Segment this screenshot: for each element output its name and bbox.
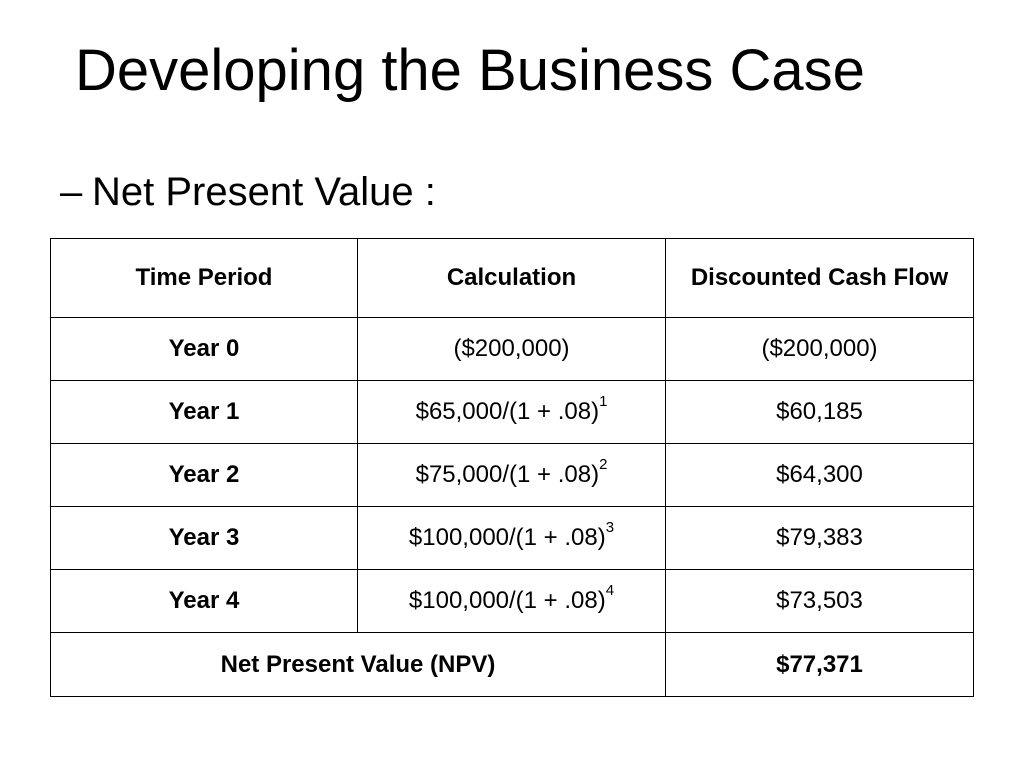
table-row: Year 2 $75,000/(1 + .08)2 $64,300: [50, 443, 974, 507]
npv-total-row: Net Present Value (NPV) $77,371: [50, 632, 974, 697]
table-row: Year 3 $100,000/(1 + .08)3 $79,383: [50, 506, 974, 570]
header-time-period: Time Period: [50, 238, 358, 318]
calculation-text: $65,000/(1 + .08): [415, 398, 600, 426]
calculation-exponent: 1: [599, 393, 608, 411]
header-calculation: Calculation: [357, 238, 666, 318]
discounted-cell: $60,185: [665, 380, 974, 444]
table-row: Year 4 $100,000/(1 + .08)4 $73,503: [50, 569, 974, 633]
calculation-text: ($200,000): [453, 335, 570, 363]
period-cell: Year 4: [50, 569, 358, 633]
calculation-exponent: 4: [605, 582, 615, 600]
calculation-exponent: 3: [605, 519, 615, 537]
period-cell: Year 1: [50, 380, 358, 444]
table-header-row: Time Period Calculation Discounted Cash …: [50, 238, 974, 318]
discounted-cell: ($200,000): [665, 317, 974, 381]
calculation-text: $100,000/(1 + .08): [408, 524, 606, 552]
npv-table: Time Period Calculation Discounted Cash …: [50, 238, 974, 697]
calculation-text: $100,000/(1 + .08): [408, 587, 606, 615]
bullet-dash: –: [60, 170, 83, 214]
npv-total-label: Net Present Value (NPV): [50, 632, 666, 697]
table-row: Year 1 $65,000/(1 + .08)1 $60,185: [50, 380, 974, 444]
calculation-exponent: 2: [599, 456, 608, 474]
period-cell: Year 0: [50, 317, 358, 381]
table-row: Year 0 ($200,000) ($200,000): [50, 317, 974, 381]
slide-title: Developing the Business Case: [75, 38, 865, 103]
header-discounted-cash-flow: Discounted Cash Flow: [665, 238, 974, 318]
discounted-cell: $79,383: [665, 506, 974, 570]
calculation-cell: $100,000/(1 + .08)4: [357, 569, 666, 633]
period-cell: Year 2: [50, 443, 358, 507]
bullet-text: Net Present Value :: [92, 170, 436, 214]
discounted-cell: $73,503: [665, 569, 974, 633]
discounted-cell: $64,300: [665, 443, 974, 507]
npv-total-value: $77,371: [665, 632, 974, 697]
calculation-cell: $75,000/(1 + .08)2: [357, 443, 666, 507]
bullet-item: – Net Present Value :: [60, 172, 436, 212]
calculation-cell: ($200,000): [357, 317, 666, 381]
calculation-cell: $65,000/(1 + .08)1: [357, 380, 666, 444]
calculation-cell: $100,000/(1 + .08)3: [357, 506, 666, 570]
calculation-text: $75,000/(1 + .08): [415, 461, 600, 489]
period-cell: Year 3: [50, 506, 358, 570]
